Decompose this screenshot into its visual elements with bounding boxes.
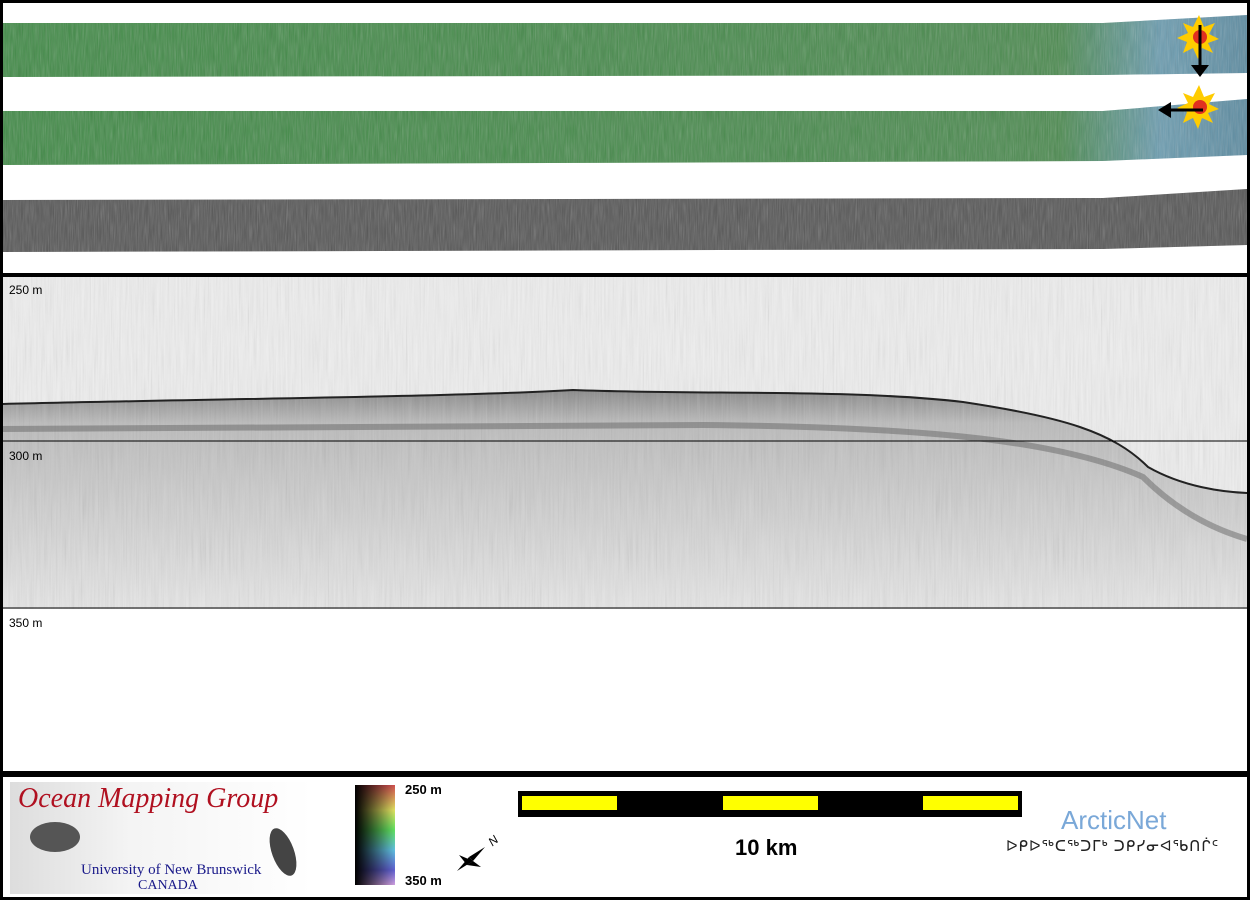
colorbar-bottom-label: 350 m bbox=[405, 873, 442, 888]
subbottom-profile-panel: 250 m 300 m 350 m bbox=[3, 277, 1247, 771]
logo-university: University of New Brunswick bbox=[81, 862, 262, 878]
sun-illumination-icon bbox=[1158, 85, 1219, 129]
swath-strips bbox=[3, 15, 1247, 252]
north-label: N bbox=[485, 832, 501, 849]
scale-label: 10 km bbox=[735, 835, 798, 860]
colorbar-top-label: 250 m bbox=[405, 782, 442, 797]
arcticnet-logo: ArcticNet bbox=[1061, 805, 1167, 835]
arcticnet-syllabics: ᐅᑭᐅᖅᑕᖅᑐᒥᒃ ᑐᑭᓯᓂᐊᖃᑎᒌᑦ bbox=[1006, 838, 1220, 855]
subbottom-profile bbox=[3, 277, 1247, 609]
logo-title: Ocean Mapping Group bbox=[18, 783, 279, 814]
depth-colorbar bbox=[355, 785, 395, 885]
seafloor-reflector bbox=[3, 388, 1247, 494]
scale-bar bbox=[518, 791, 1022, 817]
depth-label: 250 m bbox=[9, 283, 43, 297]
depth-label: 350 m bbox=[9, 616, 43, 630]
north-arrow-icon: N bbox=[457, 832, 501, 871]
legend-panel: Ocean Mapping Group University of New Br… bbox=[3, 777, 1247, 897]
swath-strips-panel bbox=[3, 3, 1247, 273]
sun-illumination-icon bbox=[1177, 15, 1219, 77]
logo-country: CANADA bbox=[138, 878, 198, 893]
depth-label: 300 m bbox=[9, 449, 43, 463]
ocean-mapping-group-logo bbox=[10, 782, 312, 894]
